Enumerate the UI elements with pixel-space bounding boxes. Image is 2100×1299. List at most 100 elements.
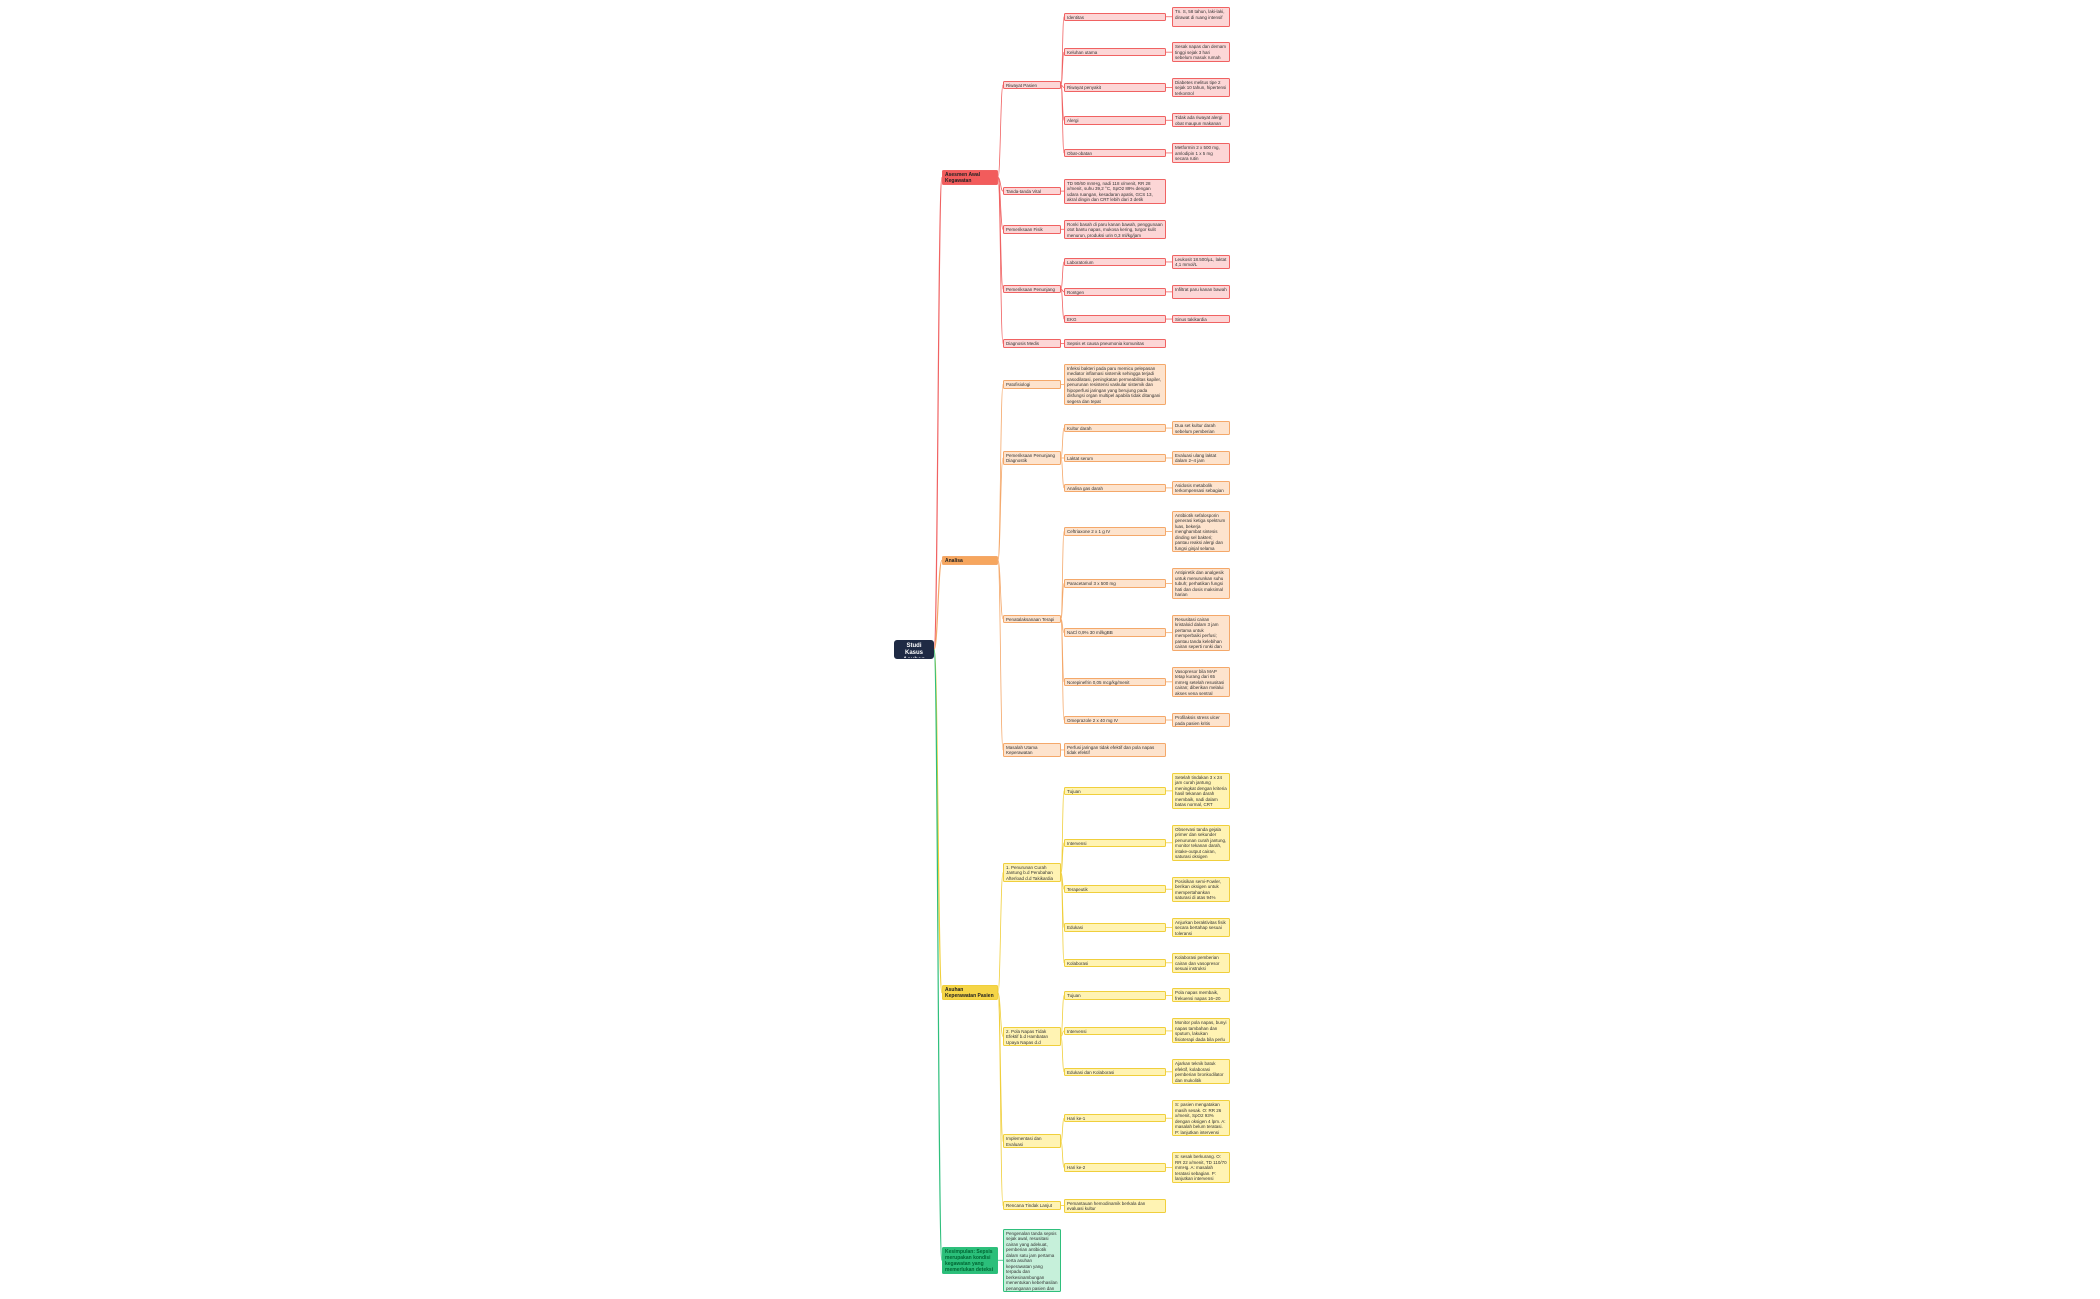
topic-node: Masalah Utama Keperawatan <box>1003 742 1061 757</box>
topic-node: Antibiotik sefalosporin generasi ketiga … <box>1172 510 1230 553</box>
connector <box>1060 618 1065 721</box>
connector <box>997 559 1004 751</box>
topic-node: Kolaborasi <box>1064 958 1166 968</box>
topic-node: Sesak napas dan demam tinggi sejak 3 har… <box>1172 42 1230 62</box>
topic-node: Posisikan semi-Fowler, berikan oksigen u… <box>1172 876 1230 902</box>
topic-node: NaCl 0,9% 30 ml/kgBB <box>1064 628 1166 637</box>
topic-node: Ceftriaxone 2 x 1 g IV <box>1064 527 1166 536</box>
connector <box>933 559 943 651</box>
topic-node: Asesmen Awal Kegawatan <box>942 169 998 185</box>
connector <box>933 176 943 651</box>
topic-node: Tn. S, 58 tahun, laki-laki, dirawat di r… <box>1172 7 1230 27</box>
topic-node: 2. Pola Napas Tidak Efektif b.d Hambatan… <box>1003 1026 1061 1047</box>
topic-node: 1. Penurunan Curah Jantung b.d Perubahan… <box>1003 862 1061 883</box>
topic-node: Rencana Tindak Lanjut <box>1003 1201 1061 1210</box>
topic-node: Implementasi dan Evaluasi <box>1003 1134 1061 1149</box>
topic-node: Alergi <box>1064 116 1166 125</box>
connector <box>1060 995 1065 1037</box>
topic-node: Monitor pola napas, bunyi napas tambahan… <box>1172 1018 1230 1044</box>
topic-node: Kultur darah <box>1064 423 1166 433</box>
topic-node: Pola napas membaik, frekuensi napas 16–2… <box>1172 988 1230 1003</box>
topic-node: Infiltrat paru kanan bawah <box>1172 284 1230 299</box>
topic-node: Tanda-tanda Vital <box>1003 186 1061 196</box>
topic-node: Norepinefrin 0,05 mcg/kg/menit <box>1064 677 1166 687</box>
connector <box>1060 1117 1065 1142</box>
topic-node: Hari ke-2 <box>1064 1163 1166 1172</box>
connector <box>1060 1141 1065 1168</box>
topic-node: Hari ke-1 <box>1064 1113 1166 1123</box>
root-node: Studi Kasus Asuhan Pasien <box>894 640 934 659</box>
topic-node: Riwayat penyakit <box>1064 83 1166 92</box>
topic-node: Pengenalan tanda sepsis sejak awal, resu… <box>1003 1228 1061 1292</box>
connector <box>997 457 1004 561</box>
connector <box>1060 1030 1065 1037</box>
topic-node: Leukosit 18.500/µL, laktat 4,1 mmol/L <box>1172 254 1230 269</box>
connector <box>1060 261 1065 290</box>
topic-node: Pemeriksaan Fisik <box>1003 225 1061 234</box>
topic-node: Diagnosis Medis <box>1003 339 1061 348</box>
connector <box>1060 51 1065 86</box>
connector <box>1060 457 1065 489</box>
topic-node: EKG <box>1064 314 1166 324</box>
connector <box>997 992 1004 1037</box>
topic-node: Analisa <box>942 555 998 565</box>
topic-node: Setelah tindakan 3 x 24 jam curah jantun… <box>1172 772 1230 809</box>
connector <box>1060 427 1065 459</box>
connector <box>1060 583 1065 620</box>
connector <box>1060 84 1065 154</box>
connector <box>997 559 1004 620</box>
topic-node: Ajarkan teknik batuk efektif, kolaborasi… <box>1172 1059 1230 1085</box>
topic-node: Anjurkan beraktivitas fisik secara berta… <box>1172 917 1230 938</box>
topic-node: Kolaborasi pemberian cairan dan vasopres… <box>1172 953 1230 973</box>
connector <box>997 383 1004 561</box>
topic-node: Infeksi bakteri pada paru memicu pelepas… <box>1064 363 1166 406</box>
topic-node: Sinus takikardia <box>1172 314 1230 324</box>
topic-node: Tujuan <box>1064 991 1166 1000</box>
topic-node: Vasopresor bila MAP tetap kurang dari 65… <box>1172 666 1230 698</box>
topic-node: Antipiretik dan analgesik untuk menurunk… <box>1172 568 1230 599</box>
topic-node: Rontgen <box>1064 287 1166 297</box>
topic-node: Perfusi jaringan tidak efektif dan pola … <box>1064 742 1166 757</box>
connector <box>933 648 943 1261</box>
topic-node: Asidosis metabolik terkompensasi sebagia… <box>1172 480 1230 495</box>
topic-node: Intervensi <box>1064 838 1166 848</box>
topic-node: Edukasi <box>1064 923 1166 932</box>
connector <box>997 176 1004 344</box>
connector <box>1060 288 1065 320</box>
topic-node: Tujuan <box>1064 786 1166 796</box>
topic-node: Tidak ada riwayat alergi obat maupun mak… <box>1172 113 1230 128</box>
topic-node: Diabetes melitus tipe 2 sejak 10 tahun, … <box>1172 77 1230 98</box>
topic-node: Obat-obatan <box>1064 148 1166 158</box>
connector <box>1060 872 1065 964</box>
connector <box>1060 1035 1065 1073</box>
topic-node: TD 90/60 mmHg, nadi 118 x/menit, RR 28 x… <box>1064 178 1166 204</box>
topic-node: Observasi tanda gejala primer dan sekund… <box>1172 824 1230 861</box>
topic-node: Penatalaksanaan Terapi <box>1003 614 1061 624</box>
topic-node: Ronki basah di paru kanan bawah, penggun… <box>1064 219 1166 240</box>
topic-node: Profilaksis stress ulcer pada pasien kri… <box>1172 713 1230 728</box>
connector <box>1060 842 1065 874</box>
topic-node: Evaluasi ulang laktat dalam 2–4 jam <box>1172 450 1230 465</box>
topic-node: Paracetamol 3 x 500 mg <box>1064 579 1166 588</box>
connector <box>997 872 1004 994</box>
topic-node: Terapeutik <box>1064 884 1166 894</box>
topic-node: Metformin 2 x 500 mg, amlodipin 1 x 5 mg… <box>1172 143 1230 163</box>
topic-node: S: sesak berkurang. O: RR 22 x/menit, TD… <box>1172 1152 1230 1183</box>
topic-node: Patofisiologi <box>1003 380 1061 389</box>
topic-node: Dua set kultur darah sebelum pemberian a… <box>1172 421 1230 436</box>
topic-node: Asuhan Keperawatan Pasien <box>942 985 998 1001</box>
topic-node: Intervensi <box>1064 1026 1166 1036</box>
connector <box>997 176 1004 192</box>
topic-node: Sepsis et causa pneumonia komunitas <box>1064 339 1166 348</box>
topic-node: Pemantauan hemodinamik berkala dan evalu… <box>1064 1198 1166 1213</box>
connector <box>997 992 1004 1206</box>
topic-node: Kesimpulan: Sepsis merupakan kondisi keg… <box>942 1246 998 1274</box>
topic-node: Laboratorium <box>1064 257 1166 267</box>
topic-node: S: pasien mengatakan masih sesak. O: RR … <box>1172 1100 1230 1137</box>
topic-node: Resusitasi cairan kristaloid dalam 3 jam… <box>1172 614 1230 651</box>
topic-node: Analisa gas darah <box>1064 483 1166 493</box>
topic-node: Pemeriksaan Penunjang Diagnostik <box>1003 450 1061 465</box>
topic-node: Pemeriksaan Penunjang <box>1003 284 1061 294</box>
topic-node: Laktat serum <box>1064 453 1166 463</box>
